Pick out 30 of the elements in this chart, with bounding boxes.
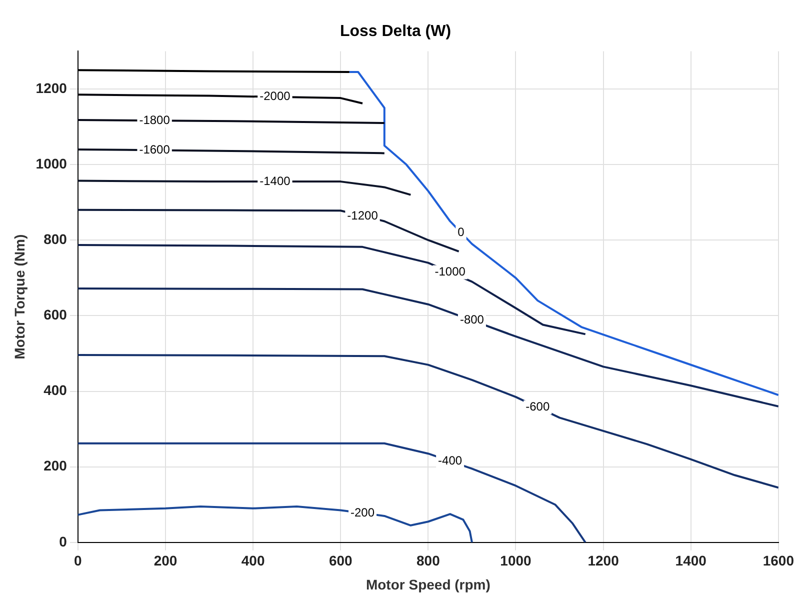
x-tick-label: 600	[328, 552, 353, 569]
x-axis-title: Motor Speed (rpm)	[366, 576, 490, 592]
x-tick-label: 1200	[588, 552, 620, 569]
y-tick-label: 400	[44, 382, 68, 398]
series-label: -1400	[260, 174, 291, 188]
y-axis-title: Motor Torque (Nm)	[11, 234, 28, 360]
x-tick-label: 200	[154, 552, 178, 569]
series-label: -2000	[260, 89, 291, 104]
y-tick-label: 200	[44, 458, 68, 474]
series-label: -1800	[139, 112, 170, 127]
series-label: -200	[350, 505, 375, 520]
x-tick-label: 1600	[762, 552, 794, 569]
y-tick-label: 0	[59, 533, 68, 550]
series-label: 0	[458, 224, 465, 239]
series-label: -400	[438, 453, 462, 468]
series-label: -800	[460, 312, 484, 327]
x-tick-label: 1000	[500, 552, 532, 569]
x-tick-label: 1400	[675, 552, 707, 569]
x-tick-label: 400	[241, 552, 265, 569]
y-tick-label: 600	[44, 306, 68, 323]
chart-title: Loss Delta (W)	[340, 23, 452, 40]
series-label: -1000	[434, 264, 466, 279]
y-tick-label: 1200	[36, 80, 68, 96]
series-label: -1600	[139, 142, 170, 157]
x-tick-label: 800	[416, 552, 440, 569]
series-label: -1200	[347, 208, 378, 222]
x-tick-label: 0	[74, 552, 82, 569]
y-tick-label: 1000	[36, 155, 68, 172]
series-label: -600	[526, 400, 550, 414]
y-tick-label: 800	[44, 230, 68, 247]
